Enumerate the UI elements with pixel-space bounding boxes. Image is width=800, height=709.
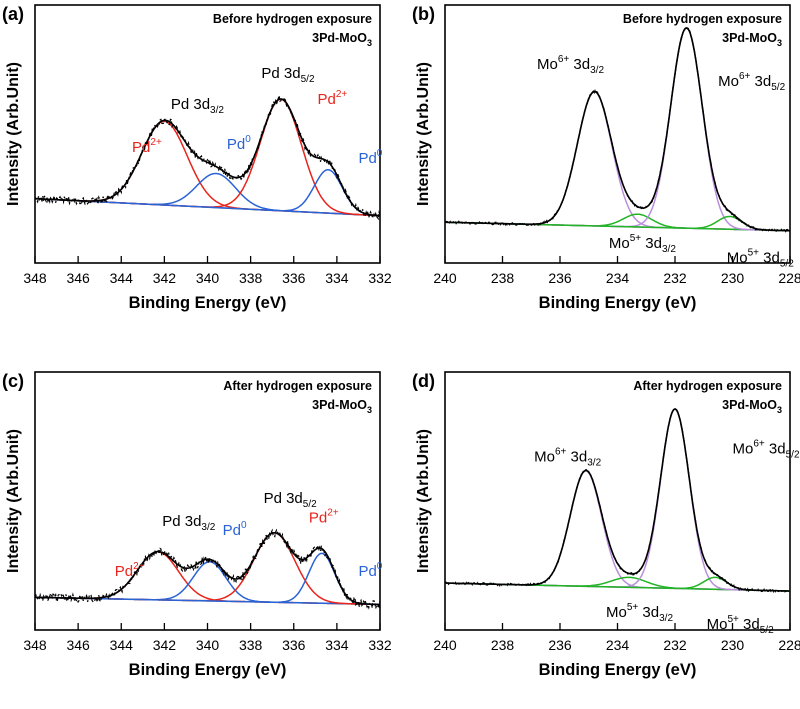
x-tick-label: 348 bbox=[23, 270, 47, 286]
peak-pd2-3d5-2 bbox=[35, 98, 380, 217]
x-tick-label: 238 bbox=[491, 637, 515, 653]
panel-label: (b) bbox=[412, 4, 435, 24]
x-tick-label: 232 bbox=[663, 270, 687, 286]
sample-label: 3Pd-MoO3 bbox=[722, 31, 782, 48]
peak-annotation: Pd2+ bbox=[115, 561, 145, 580]
x-tick-label: 236 bbox=[548, 270, 572, 286]
x-tick-label: 342 bbox=[153, 270, 177, 286]
raw-data-curve bbox=[444, 407, 791, 593]
panel-label: (a) bbox=[2, 4, 24, 24]
peak-annotation: Pd2+ bbox=[317, 89, 347, 108]
y-axis-label: Intensity (Arb.Unit) bbox=[5, 429, 22, 573]
x-tick-label: 340 bbox=[196, 637, 220, 653]
peak-mo6-3d5-2 bbox=[445, 27, 790, 232]
fit-envelope bbox=[445, 27, 790, 232]
peak-annotation: Mo5+ 3d3/2 bbox=[606, 602, 673, 624]
sample-label: 3Pd-MoO3 bbox=[722, 398, 782, 415]
panel-d: 240 238 236 234 232 230 228 Binding Energy (eV)… bbox=[412, 371, 800, 679]
x-tick-label: 238 bbox=[491, 270, 515, 286]
peak-annotation: Pd0 bbox=[223, 520, 247, 539]
condition-label: After hydrogen exposure bbox=[633, 379, 782, 393]
fit-envelope bbox=[445, 408, 790, 592]
x-tick-label: 234 bbox=[606, 637, 630, 653]
x-tick-label: 240 bbox=[433, 637, 457, 653]
panel-label: (d) bbox=[412, 371, 435, 391]
x-tick-label: 338 bbox=[239, 637, 263, 653]
x-tick-label: 228 bbox=[778, 637, 800, 653]
x-tick-label: 334 bbox=[325, 637, 349, 653]
x-tick-label: 344 bbox=[110, 637, 134, 653]
x-tick-label: 346 bbox=[66, 637, 90, 653]
peak-mo6-3d3-2 bbox=[445, 470, 790, 592]
x-tick-label: 234 bbox=[606, 270, 630, 286]
peak-annotation: Mo6+ 3d3/2 bbox=[537, 54, 604, 76]
condition-label: After hydrogen exposure bbox=[223, 379, 372, 393]
raw-data-curve bbox=[444, 27, 791, 233]
peak-annotation: Pd2+ bbox=[132, 137, 162, 156]
peak-annotation: Pd0 bbox=[358, 148, 382, 167]
peak-annotation: Mo6+ 3d5/2 bbox=[718, 71, 785, 93]
x-tick-label: 336 bbox=[282, 637, 306, 653]
peak-annotation: Pd 3d3/2 bbox=[171, 96, 225, 116]
x-tick-label: 340 bbox=[196, 270, 220, 286]
y-axis-label: Intensity (Arb.Unit) bbox=[415, 62, 432, 206]
peak-pd2-3d5-2 bbox=[35, 532, 380, 606]
peak-annotation: Pd 3d5/2 bbox=[264, 490, 318, 510]
y-axis-label: Intensity (Arb.Unit) bbox=[415, 429, 432, 573]
x-tick-label: 232 bbox=[663, 637, 687, 653]
x-axis-label: Binding Energy (eV) bbox=[539, 661, 697, 679]
peak-annotation: Pd0 bbox=[227, 134, 251, 153]
x-axis-label: Binding Energy (eV) bbox=[129, 661, 287, 679]
sample-label: 3Pd-MoO3 bbox=[312, 31, 372, 48]
x-tick-label: 336 bbox=[282, 270, 306, 286]
x-tick-label: 332 bbox=[368, 270, 392, 286]
x-tick-label: 240 bbox=[433, 270, 457, 286]
x-tick-label: 228 bbox=[778, 270, 800, 286]
peak-annotation: Mo6+ 3d5/2 bbox=[733, 439, 800, 461]
x-tick-label: 334 bbox=[325, 270, 349, 286]
fit-envelope bbox=[34, 98, 381, 217]
y-axis-label: Intensity (Arb.Unit) bbox=[5, 62, 22, 206]
sample-label: 3Pd-MoO3 bbox=[312, 398, 372, 415]
raw-data-curve bbox=[34, 95, 381, 221]
fit-envelope bbox=[35, 532, 380, 606]
x-tick-label: 230 bbox=[721, 637, 745, 653]
peak-annotation: Mo5+ 3d5/2 bbox=[727, 248, 794, 270]
x-axis-label: Binding Energy (eV) bbox=[129, 294, 287, 312]
x-tick-label: 236 bbox=[548, 637, 572, 653]
x-tick-label: 344 bbox=[110, 270, 134, 286]
peak-annotation: Pd2+ bbox=[309, 508, 339, 527]
peak-annotation: Mo6+ 3d3/2 bbox=[534, 447, 601, 469]
x-tick-label: 332 bbox=[368, 637, 392, 653]
peak-annotation: Pd0 bbox=[358, 561, 382, 580]
peak-mo6-3d3-2 bbox=[445, 90, 790, 232]
x-tick-label: 338 bbox=[239, 270, 263, 286]
panel-a: 348 346 344 342 340 338 336 334 332 Binding Energ… bbox=[2, 4, 392, 312]
panel-b: 240 238 236 234 232 230 228 Binding Energy (eV)… bbox=[412, 4, 800, 312]
x-tick-label: 342 bbox=[153, 637, 177, 653]
x-tick-label: 230 bbox=[721, 270, 745, 286]
x-tick-label: 348 bbox=[23, 637, 47, 653]
condition-label: Before hydrogen exposure bbox=[623, 12, 782, 26]
peak-annotation: Mo5+ 3d5/2 bbox=[707, 614, 774, 636]
condition-label: Before hydrogen exposure bbox=[213, 12, 372, 26]
raw-data-curve bbox=[34, 528, 381, 610]
panel-label: (c) bbox=[2, 371, 24, 391]
x-axis-label: Binding Energy (eV) bbox=[539, 294, 697, 312]
peak-annotation: Mo5+ 3d3/2 bbox=[609, 233, 676, 255]
peak-annotation: Pd 3d3/2 bbox=[162, 513, 216, 533]
peak-annotation: Pd 3d5/2 bbox=[261, 65, 315, 85]
x-tick-label: 346 bbox=[66, 270, 90, 286]
panel-c: 348 346 344 342 340 338 336 334 332 Binding Energ… bbox=[2, 371, 392, 679]
